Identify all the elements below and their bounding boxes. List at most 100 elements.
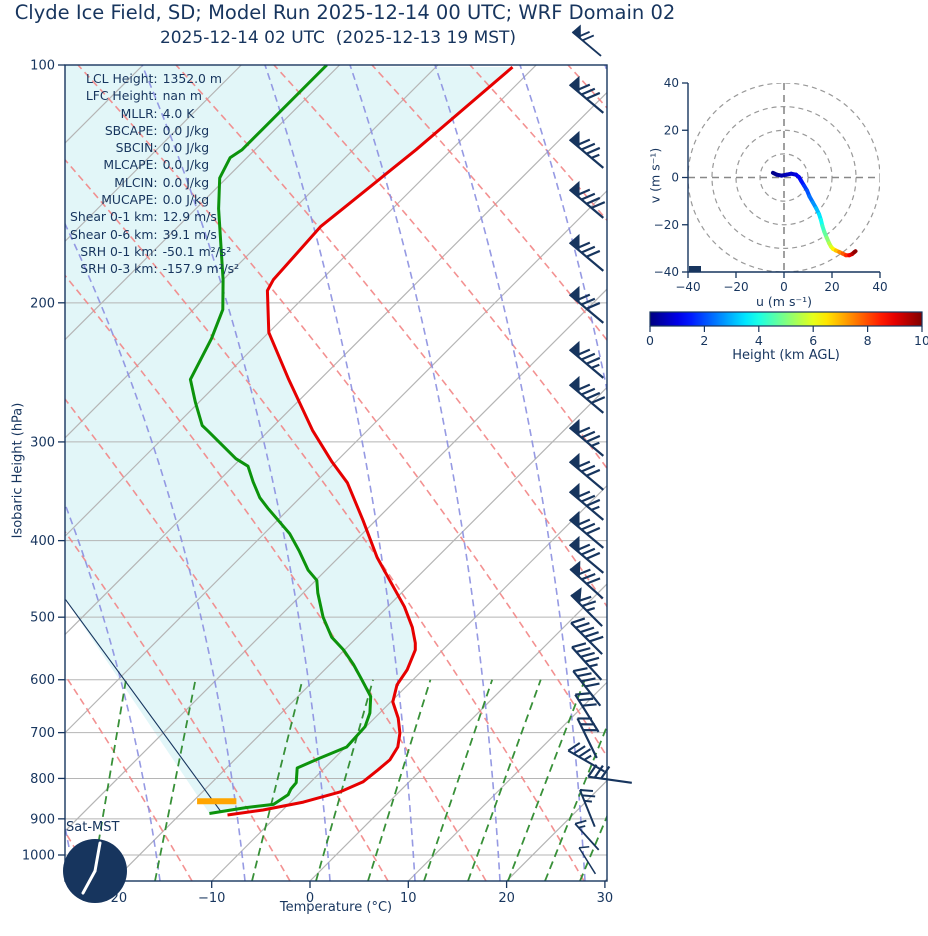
barb-staff <box>568 138 605 169</box>
barb-staff <box>568 241 605 272</box>
colorbar-tick-label: 10 <box>914 333 928 348</box>
barb-feather <box>576 460 591 469</box>
colorbar-tick-label: 6 <box>809 333 817 348</box>
isotherm-line <box>65 65 242 243</box>
barb-feather <box>576 188 591 197</box>
pressure-tick-label: 900 <box>30 812 55 827</box>
mixing-ratio-line <box>507 679 586 881</box>
barb-feather <box>573 745 586 755</box>
barb-feather <box>576 383 591 392</box>
clock-minute-hand <box>93 841 102 873</box>
barb-half-feather <box>583 754 592 761</box>
wind-barb <box>578 788 596 828</box>
mixing-ratio-line <box>612 680 700 881</box>
moist-adiabat-line <box>141 65 331 881</box>
barb-pennant <box>569 418 580 436</box>
stats-row: SRH 0-1 km: -50.1 m²/s² <box>70 243 239 260</box>
pressure-tick-label: 700 <box>30 726 55 741</box>
barb-half-feather <box>578 825 586 829</box>
plot-border <box>64 64 608 882</box>
wind-barb <box>574 819 600 851</box>
barb-half-feather <box>591 505 600 511</box>
barb-pennant <box>569 340 580 358</box>
barb-feather <box>586 146 601 155</box>
stats-value: -157.9 m²/s² <box>162 261 240 277</box>
stats-label: Shear 0-6 km: <box>70 226 158 242</box>
barb-feather <box>581 352 596 361</box>
wind-barb <box>578 846 597 875</box>
barb-feather <box>580 651 595 658</box>
mixing-ratio-line <box>315 679 374 881</box>
hodograph-corner-marker <box>689 266 701 272</box>
valid-time-subtitle: 2025-12-14 02 UTC (2025-12-13 19 MST) <box>159 28 517 48</box>
barb-feather <box>567 742 581 752</box>
barb-pennant <box>569 285 580 303</box>
barb-pennant <box>569 75 580 93</box>
hodograph-u-tick-label: 0 <box>780 280 788 294</box>
barb-feather <box>576 138 591 147</box>
barb-feather <box>576 83 591 92</box>
mixing-ratio-line <box>251 679 304 881</box>
barb-feather <box>574 819 587 825</box>
barb-feather <box>576 348 591 357</box>
hodograph-v-tick-label: 20 <box>664 123 679 137</box>
barb-feather <box>576 426 591 435</box>
wind-barb <box>569 560 604 600</box>
barb-pennant <box>570 560 581 578</box>
barb-staff <box>568 188 605 219</box>
temperature-line <box>227 65 514 817</box>
wind-barb <box>567 742 605 773</box>
pressure-tick-label: 600 <box>30 673 55 688</box>
stats-row: Shear 0-6 km: 39.1 m/s <box>70 226 239 243</box>
temperature-tick-label: 30 <box>597 891 614 906</box>
barb-pennant <box>569 233 580 251</box>
barb-half-feather <box>589 663 598 668</box>
stats-label: SBCAPE: <box>104 122 158 138</box>
barb-feather <box>591 396 606 404</box>
isotherm-line <box>65 65 341 341</box>
barb-pennant <box>569 452 580 470</box>
barb-feather <box>580 723 595 726</box>
barb-feather <box>581 494 596 503</box>
pressure-tick-label: 300 <box>30 435 55 450</box>
barb-feather <box>581 430 596 439</box>
moist-adiabat-line <box>604 65 607 74</box>
barb-feather <box>576 518 591 527</box>
stats-value: 0.0 J/kg <box>162 140 210 156</box>
barb-feather <box>575 621 590 629</box>
mixing-ratio-line <box>740 680 841 881</box>
stats-label: MLLR: <box>120 105 158 121</box>
barb-feather <box>584 631 599 638</box>
stats-row: Shear 0-1 km: 12.9 m/s <box>70 208 239 225</box>
hodograph-u-tick-label: 20 <box>824 280 839 294</box>
barb-feather <box>581 87 596 96</box>
barb-feather <box>582 34 595 42</box>
stats-label: LFC Height: <box>85 88 158 104</box>
stats-table: LCL Height: 1352.0 m LFC Height: nan m MLLR:… <box>70 70 239 278</box>
dry-adiabat-line <box>469 65 607 222</box>
moist-adiabat-line <box>860 65 928 881</box>
stats-value: -50.1 m²/s² <box>162 243 232 259</box>
hodograph-u-axis-label: u (m s⁻¹) <box>756 294 812 309</box>
barb-feather <box>578 748 592 758</box>
pressure-tick-label: 100 <box>30 59 55 74</box>
barb-feather <box>586 577 601 585</box>
moist-adiabat-line <box>65 222 246 881</box>
temperature-tick-label: 0 <box>306 891 314 906</box>
barb-feather <box>586 356 601 365</box>
barb-feather <box>577 672 592 678</box>
barb-staff <box>578 847 597 875</box>
barb-pennant <box>569 180 580 198</box>
barb-feather <box>576 543 591 552</box>
hodograph-u-tick-label: −20 <box>723 280 748 294</box>
pressure-tick-label: 1000 <box>22 849 55 864</box>
isotherm-line <box>112 386 607 881</box>
barb-feather <box>586 249 601 258</box>
stats-label: LCL Height: <box>86 71 158 86</box>
colorbar-gradient <box>649 311 923 327</box>
barb-pennant <box>569 482 580 500</box>
stats-row: MUCAPE: 0.0 J/kg <box>70 191 239 208</box>
barb-feather <box>586 391 601 400</box>
barb-feather <box>579 626 595 634</box>
wind-barb <box>568 285 605 324</box>
